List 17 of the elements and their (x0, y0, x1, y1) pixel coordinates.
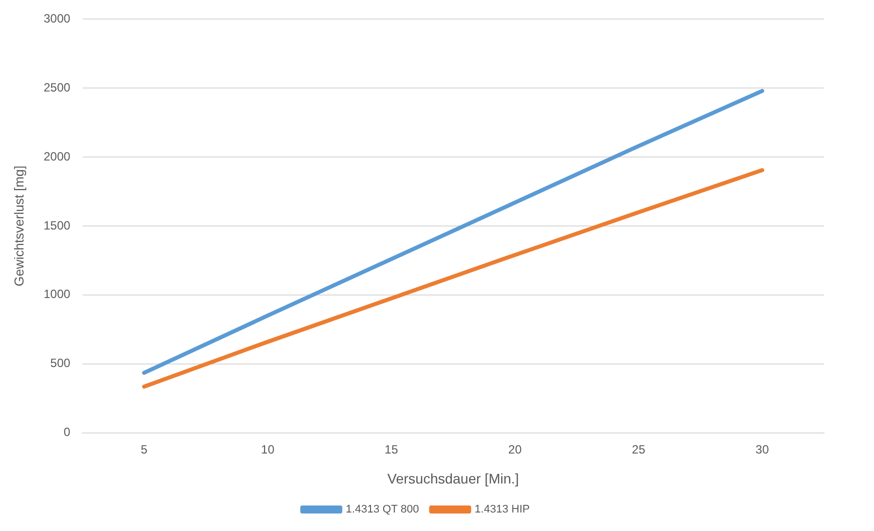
y-tick-label: 0 (64, 425, 71, 440)
x-tick-label: 10 (261, 442, 275, 456)
y-tick-label: 500 (50, 356, 71, 370)
legend-label: 1.4313 QT 800 (346, 504, 419, 516)
x-axis-title: Versuchsdauer [Min.] (387, 470, 519, 486)
x-tick-label: 25 (632, 442, 646, 456)
legend-label: 1.4313 HIP (474, 504, 530, 516)
x-tick-label: 20 (508, 442, 522, 456)
y-tick-label: 1500 (44, 218, 71, 232)
y-tick-label: 3000 (44, 12, 71, 26)
y-axis-title: Gewichtsverlust [mg] (11, 166, 26, 286)
y-tick-label: 2500 (44, 80, 71, 94)
y-tick-label: 1000 (44, 287, 71, 302)
x-tick-label: 30 (756, 442, 770, 456)
x-tick-label: 15 (384, 442, 398, 456)
x-tick-label: 5 (140, 442, 148, 456)
y-tick-label: 2000 (44, 149, 71, 164)
